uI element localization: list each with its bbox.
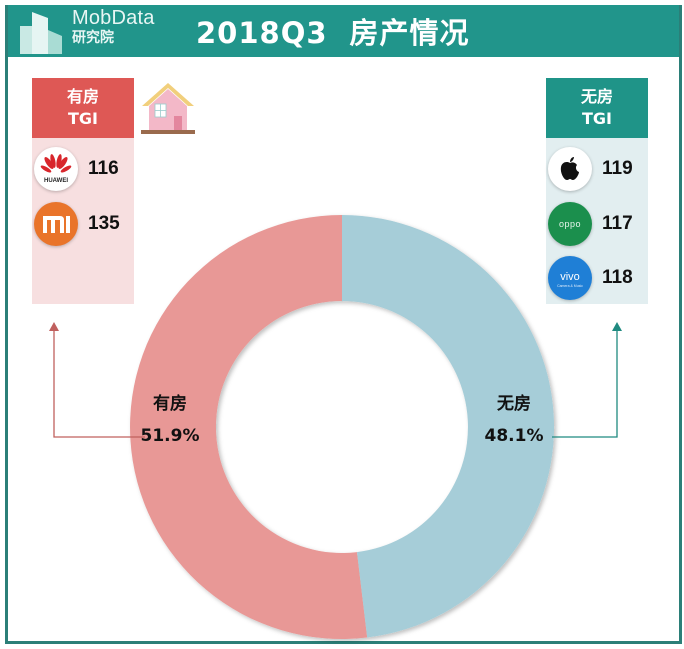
mobdata-logo-icon <box>20 12 62 54</box>
tgi-row-apple: 119 <box>548 147 633 191</box>
tgi-value: 118 <box>602 267 633 288</box>
segment-no-house <box>342 215 555 638</box>
tgi-row-vivo: vivo Camera & Music 118 <box>548 256 633 300</box>
tgi-row-huawei: HUAWEI 116 <box>34 147 119 191</box>
tgi-value: 117 <box>602 213 633 234</box>
svg-text:vivo: vivo <box>560 271 580 283</box>
tgi-value: 116 <box>88 158 119 179</box>
svg-text:Camera & Music: Camera & Music <box>557 284 583 288</box>
tgi-value: 135 <box>88 213 120 234</box>
brand-name: MobData 研究院 <box>72 8 155 45</box>
oppo-logo-icon: oppo <box>548 202 592 246</box>
left-connector-line <box>53 330 145 438</box>
label-have-house: 有房 51.9% <box>140 394 200 446</box>
huawei-logo-icon: HUAWEI <box>34 147 78 191</box>
tgi-row-xiaomi: 135 <box>34 202 120 246</box>
header-bar <box>5 5 682 57</box>
label-no-house: 无房 48.1% <box>484 394 544 446</box>
tgi-value: 119 <box>602 158 633 179</box>
vivo-logo-icon: vivo Camera & Music <box>548 256 592 300</box>
svg-text:oppo: oppo <box>559 219 581 229</box>
segment-have-house <box>130 215 368 639</box>
house-icon <box>141 83 195 134</box>
panel-header: 有房 TGI <box>32 78 134 138</box>
right-arrow-icon <box>612 322 622 331</box>
page-title: 2018Q3 房产情况 <box>196 10 470 52</box>
panel-header: 无房 TGI <box>546 78 648 138</box>
brand-en: MobData <box>72 7 155 29</box>
left-arrow-icon <box>49 322 59 331</box>
right-connector-line <box>552 330 618 438</box>
no-house-tgi-panel: 无房 TGI 119 oppo 117 vivo <box>546 78 648 304</box>
title-topic: 房产情况 <box>349 16 470 50</box>
panel-body: 119 oppo 117 vivo Camera & Music 118 <box>546 138 648 304</box>
xiaomi-logo-icon <box>34 202 78 246</box>
title-period: 2018Q3 <box>196 16 328 50</box>
apple-logo-icon <box>548 147 592 191</box>
panel-body: HUAWEI 116 135 <box>32 138 134 304</box>
have-house-tgi-panel: 有房 TGI HUAWEI 116 <box>32 78 134 304</box>
brand-cn: 研究院 <box>72 30 114 46</box>
tgi-row-oppo: oppo 117 <box>548 202 633 246</box>
svg-text:HUAWEI: HUAWEI <box>44 178 68 184</box>
content-frame <box>5 5 682 644</box>
